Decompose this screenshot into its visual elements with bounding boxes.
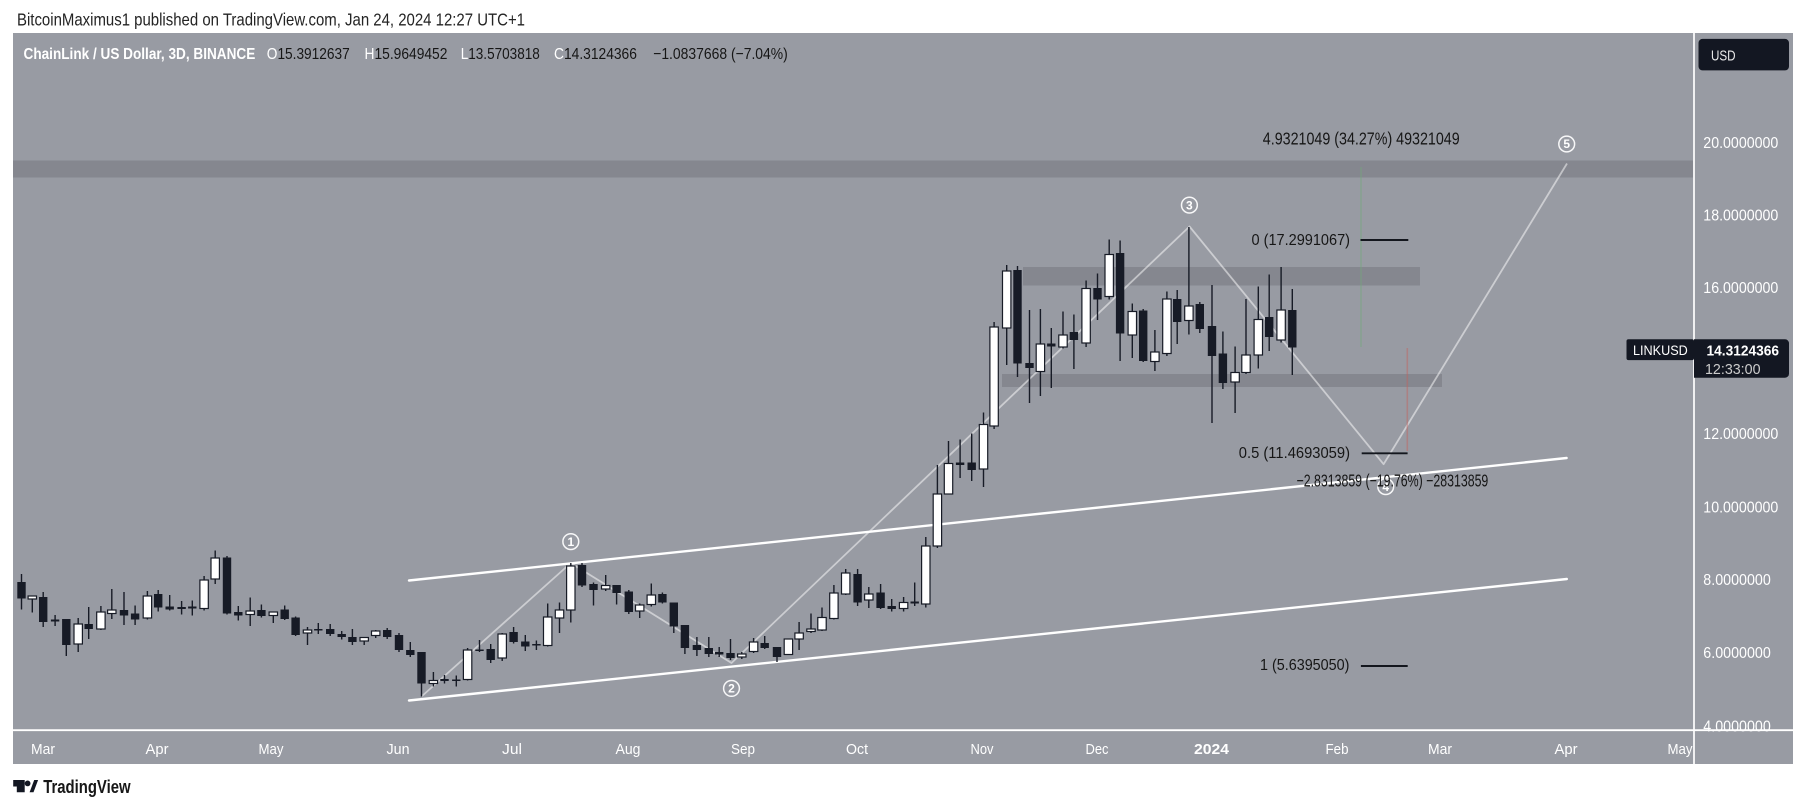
svg-text:L13.5703818: L13.5703818 [461,46,540,63]
svg-text:ChainLink / US Dollar, 3D, BIN: ChainLink / US Dollar, 3D, BINANCE [24,46,256,63]
svg-text:TradingView: TradingView [43,776,131,797]
svg-text:8.0000000: 8.0000000 [1703,572,1771,589]
svg-text:Aug: Aug [616,741,641,758]
svg-text:BitcoinMaximus1 published on T: BitcoinMaximus1 published on TradingView… [17,10,525,30]
svg-text:Apr: Apr [1555,741,1578,758]
svg-text:0 (17.2991067): 0 (17.2991067) [1252,232,1351,249]
svg-text:C14.3124366: C14.3124366 [554,46,637,63]
svg-text:May: May [259,741,284,758]
svg-text:6.0000000: 6.0000000 [1703,645,1771,662]
svg-text:Mar: Mar [31,741,55,758]
svg-text:Oct: Oct [846,741,869,758]
svg-text:Mar: Mar [1428,741,1452,758]
svg-text:2: 2 [728,682,735,696]
svg-text:10.0000000: 10.0000000 [1703,499,1778,516]
svg-text:20.0000000: 20.0000000 [1703,135,1778,152]
svg-text:USD: USD [1711,48,1736,65]
svg-text:Feb: Feb [1326,741,1349,758]
svg-text:Dec: Dec [1086,741,1109,758]
svg-text:14.3124366: 14.3124366 [1707,343,1780,360]
svg-text:12.0000000: 12.0000000 [1703,426,1778,443]
svg-text:H15.9649452: H15.9649452 [365,46,448,63]
svg-text:4.9321049 (34.27%) 49321049: 4.9321049 (34.27%) 49321049 [1263,129,1460,149]
svg-text:−1.0837668 (−7.04%): −1.0837668 (−7.04%) [653,46,788,63]
svg-text:0.5 (11.4693059): 0.5 (11.4693059) [1239,445,1350,462]
svg-text:Nov: Nov [971,741,994,758]
svg-text:1 (5.6395050): 1 (5.6395050) [1260,657,1349,674]
svg-text:May: May [1668,741,1693,758]
svg-text:1: 1 [567,535,574,549]
svg-text:Jul: Jul [502,741,522,758]
svg-text:Apr: Apr [146,741,169,758]
svg-text:18.0000000: 18.0000000 [1703,207,1778,224]
svg-text:4: 4 [1382,480,1389,494]
svg-text:Jun: Jun [387,741,410,758]
svg-text:5: 5 [1563,137,1570,151]
svg-text:4.0000000: 4.0000000 [1703,719,1771,736]
svg-text:16.0000000: 16.0000000 [1703,280,1778,297]
svg-text:−2.8313859 (−19.76%) −28313859: −2.8313859 (−19.76%) −28313859 [1297,470,1489,490]
svg-text:Sep: Sep [731,741,755,758]
svg-text:2024: 2024 [1194,741,1230,758]
svg-text:3: 3 [1186,198,1193,212]
svg-text:12:33:00: 12:33:00 [1705,361,1761,378]
svg-text:LINKUSD: LINKUSD [1633,342,1688,358]
svg-text:O15.3912637: O15.3912637 [267,46,350,63]
